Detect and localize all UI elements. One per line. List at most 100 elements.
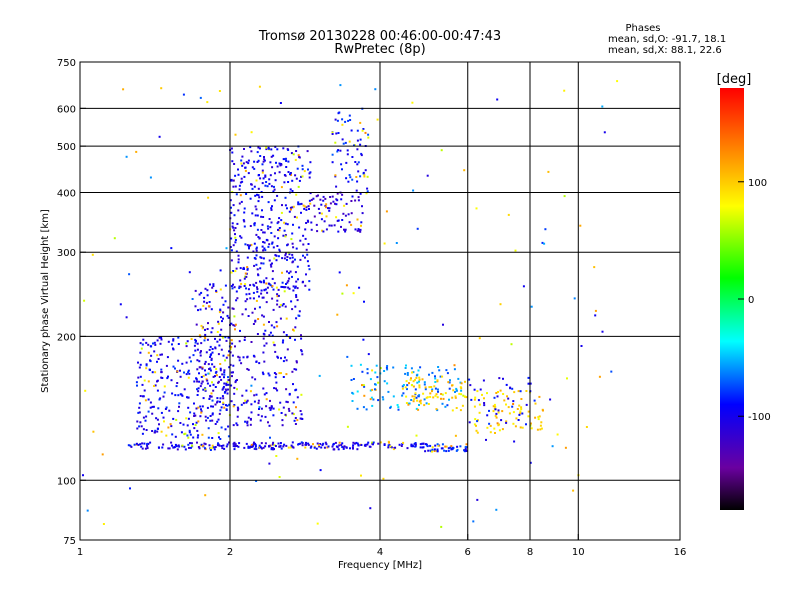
data-point (382, 477, 385, 480)
data-point (139, 375, 142, 378)
data-point (232, 185, 235, 188)
data-point (199, 405, 202, 408)
data-point (214, 337, 216, 340)
x-tick-label: 16 (674, 547, 687, 558)
data-point (475, 207, 478, 210)
data-point (197, 390, 200, 393)
data-point (246, 256, 249, 259)
data-point (219, 438, 222, 440)
data-point (354, 442, 356, 445)
data-point (304, 284, 307, 287)
data-point (208, 368, 211, 370)
data-point (566, 377, 568, 380)
data-point (497, 424, 500, 427)
data-point (145, 415, 148, 418)
data-point (417, 408, 420, 411)
data-point (267, 147, 270, 150)
data-point (356, 129, 359, 132)
data-point (501, 428, 504, 431)
data-point (441, 443, 444, 446)
data-point (191, 298, 194, 300)
data-point (212, 283, 215, 286)
data-point (273, 387, 276, 390)
data-point (226, 392, 229, 395)
data-point (361, 205, 363, 208)
data-point (241, 155, 244, 158)
data-point (272, 341, 275, 344)
data-point (275, 161, 277, 164)
data-point (224, 359, 227, 362)
data-point (231, 160, 234, 163)
data-point (337, 230, 340, 233)
data-point (296, 216, 298, 219)
data-point (295, 388, 298, 391)
data-point (296, 457, 299, 460)
data-point (147, 351, 150, 354)
data-point (465, 446, 468, 449)
data-point (292, 413, 295, 416)
data-point (175, 385, 178, 388)
data-point (222, 311, 225, 314)
data-point (137, 361, 139, 364)
data-point (255, 247, 258, 250)
data-point (259, 419, 262, 422)
data-point (512, 422, 515, 425)
data-point (254, 378, 257, 381)
data-point (496, 395, 499, 398)
data-point (396, 404, 399, 406)
data-point (92, 430, 95, 433)
data-point (281, 281, 284, 284)
data-point (331, 153, 334, 156)
data-point (499, 389, 502, 392)
data-point (423, 383, 426, 386)
data-point (195, 421, 198, 424)
data-point (187, 369, 190, 372)
data-point (183, 433, 186, 436)
data-point (377, 399, 380, 402)
data-point (495, 392, 498, 394)
data-point (149, 401, 152, 404)
data-point (268, 321, 270, 323)
data-point (412, 380, 415, 383)
data-point (209, 395, 212, 398)
data-point (264, 174, 267, 177)
data-point (262, 160, 265, 163)
data-point (231, 222, 234, 225)
data-point (167, 426, 170, 429)
data-point (530, 427, 533, 430)
data-point (362, 406, 365, 409)
data-point (360, 474, 362, 477)
data-point (337, 448, 340, 451)
data-point (284, 252, 287, 255)
data-point (366, 368, 369, 371)
data-point (243, 148, 245, 150)
data-point (318, 374, 321, 377)
data-point (544, 228, 547, 231)
data-point (234, 241, 237, 244)
data-point (289, 270, 292, 273)
data-point (261, 163, 264, 166)
data-point (209, 356, 212, 358)
data-point (264, 329, 267, 332)
data-point (350, 364, 353, 367)
data-point (429, 444, 432, 447)
data-point (260, 415, 263, 418)
data-point (160, 338, 163, 341)
data-point (268, 182, 271, 185)
data-point (246, 266, 249, 269)
data-point (302, 254, 304, 257)
data-point (210, 331, 213, 334)
data-point (527, 410, 530, 413)
data-point (298, 156, 301, 159)
data-point (283, 290, 286, 293)
data-point (168, 409, 171, 412)
data-point (292, 223, 294, 226)
data-point (291, 445, 294, 448)
data-point (262, 231, 265, 234)
data-point (324, 441, 327, 444)
data-point (310, 221, 313, 224)
data-point (246, 368, 249, 370)
data-point (185, 342, 188, 345)
data-point (218, 311, 221, 314)
data-point (206, 289, 209, 292)
